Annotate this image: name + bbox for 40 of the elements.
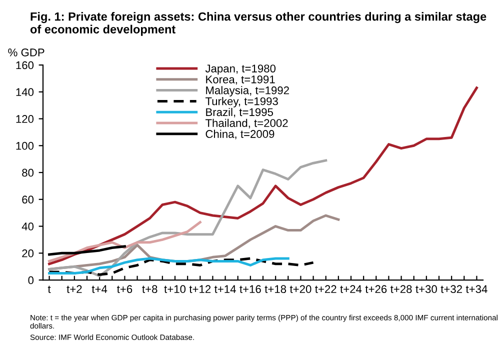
legend-label: Malaysia, t=1992 xyxy=(206,86,289,96)
y-tick-label: 20 xyxy=(22,249,34,258)
x-tick-label: t+34 xyxy=(466,285,488,294)
legend-label: Thailand, t=2002 xyxy=(205,118,288,128)
y-tick-label: 120 xyxy=(16,115,34,123)
y-axis-title: % GDP xyxy=(8,48,44,56)
x-tick-label: t+18 xyxy=(264,285,286,294)
line-series xyxy=(48,245,126,256)
x-tick-label: t+26 xyxy=(365,285,387,294)
y-tick-label: 80 xyxy=(22,168,34,177)
y-tick-label: 40 xyxy=(22,222,34,230)
y-tick-label: 160 xyxy=(16,61,34,70)
line-series xyxy=(48,159,328,278)
x-tick-label: t+8 xyxy=(142,285,158,294)
x-tick-label: t+28 xyxy=(390,285,412,294)
legend-label: Brazil, t=1995 xyxy=(206,108,274,118)
y-tick-label: 100 xyxy=(16,142,34,150)
x-tick-label: t+30 xyxy=(416,285,437,294)
x-tick-label: t+12 xyxy=(189,285,211,294)
x-tick-label: t+10 xyxy=(164,285,186,294)
legend-label: Korea, t=1991 xyxy=(206,75,275,85)
y-tick-label: 0 xyxy=(28,276,34,284)
legend-label: China, t=2009 xyxy=(206,130,274,140)
x-tick-label: t xyxy=(48,286,51,294)
x-tick-label: t+2 xyxy=(66,285,82,294)
x-tick-label: t+14 xyxy=(214,285,236,294)
legend-label: Turkey, t=1993 xyxy=(205,97,278,108)
x-tick-label: t+22 xyxy=(315,285,336,294)
line-series xyxy=(48,220,202,262)
x-tick-label: t+20 xyxy=(290,285,312,294)
x-tick-label: t+24 xyxy=(340,285,362,294)
chart-title: Fig. 1: Private foreign assets: China versus other countries during a similar stage of economic development xyxy=(30,12,486,36)
x-tick-label: t+16 xyxy=(240,285,261,294)
x-tick-label: t+6 xyxy=(117,285,132,294)
x-tick-label: t+32 xyxy=(440,285,462,294)
line-series xyxy=(48,86,478,266)
y-tick-label: 60 xyxy=(22,196,34,204)
x-tick-label: t+4 xyxy=(92,285,108,294)
legend-label: Japan, t=1980 xyxy=(205,64,276,75)
y-tick-label: 140 xyxy=(16,88,34,96)
